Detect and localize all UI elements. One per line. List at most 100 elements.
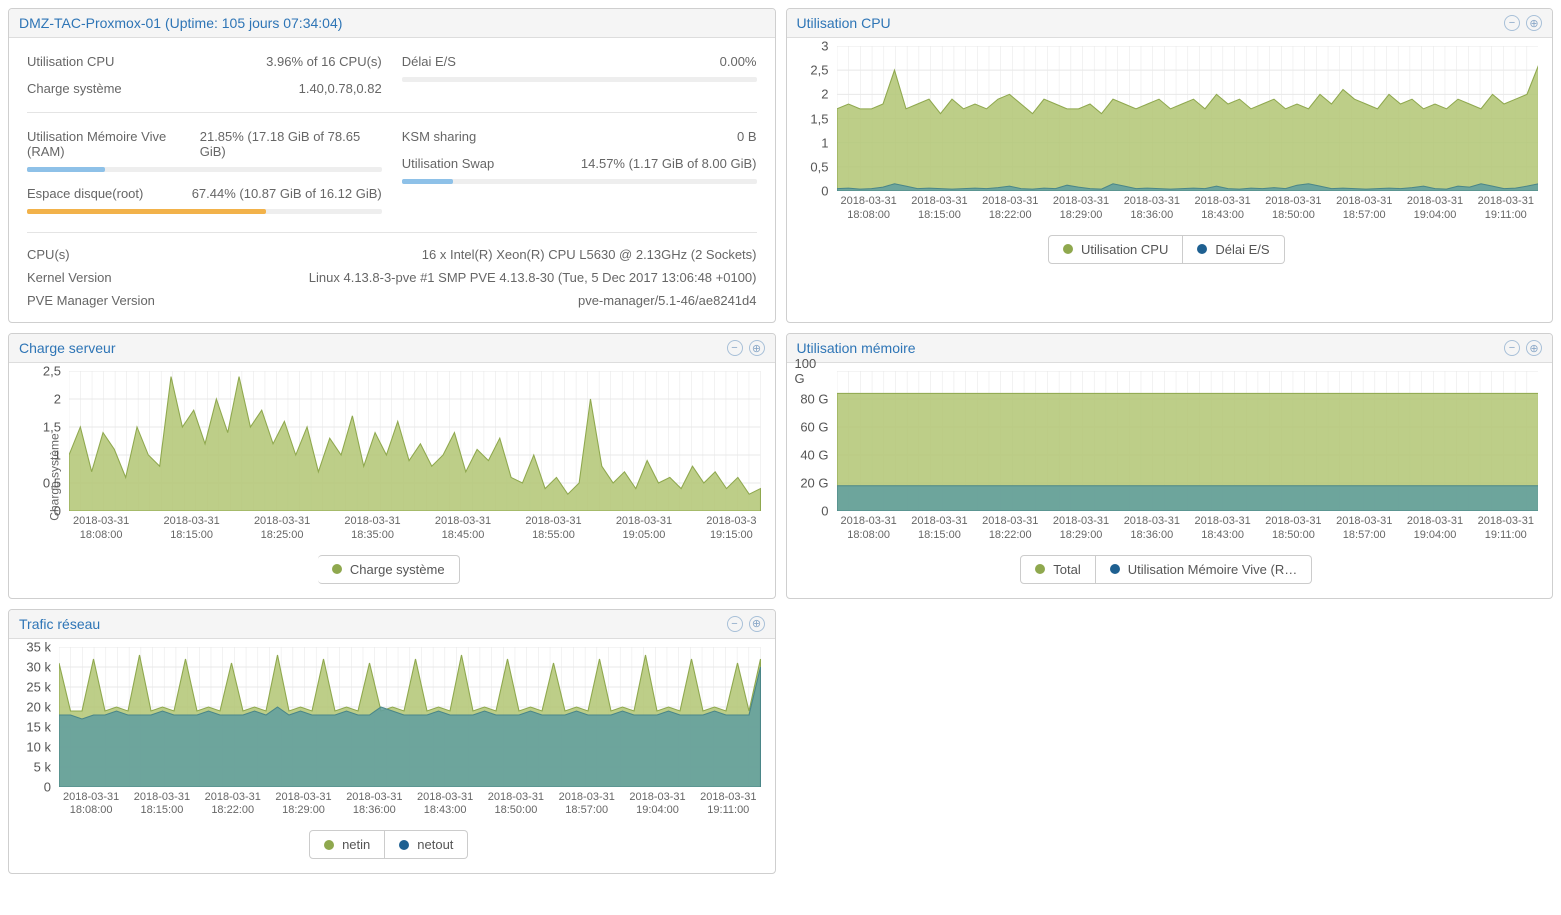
chart-legend: Utilisation CPU Délai E/S (795, 235, 1539, 264)
x-tick: 2018-03-3119:11:00 (1478, 515, 1534, 543)
chart-legend: Total Utilisation Mémoire Vive (R… (795, 555, 1539, 584)
legend-item[interactable]: Délai E/S (1183, 235, 1284, 264)
progress-bar (402, 179, 757, 184)
stat-row: Utilisation CPU 3.96% of 16 CPU(s) (27, 48, 382, 75)
x-tick: 2018-03-3118:57:00 (1336, 195, 1392, 223)
x-tick: 2018-03-3119:04:00 (1407, 195, 1463, 223)
progress-bar (402, 77, 757, 82)
x-tick: 2018-03-3118:15:00 (911, 195, 967, 223)
x-tick: 2018-03-3118:15:00 (163, 515, 219, 543)
x-tick: 2018-03-3118:43:00 (1194, 195, 1250, 223)
x-tick: 2018-03-3118:08:00 (841, 195, 897, 223)
x-ticks: 2018-03-3118:08:00 2018-03-3118:15:00 2018… (69, 515, 761, 543)
info-row: CPU(s)16 x Intel(R) Xeon(R) CPU L5630 @ … (27, 243, 757, 266)
legend-label: Charge système (350, 562, 445, 577)
x-tick: 2018-03-3118:22:00 (205, 791, 261, 819)
progress-bar (27, 209, 382, 214)
expand-icon[interactable]: ⊕ (1526, 15, 1542, 31)
net-chart-panel: Trafic réseau − ⊕ 35 k30 k25 k20 k15 k10… (8, 609, 776, 875)
chart-svg (59, 647, 761, 787)
chart-legend: Charge système (17, 555, 761, 584)
stat-value: 14.57% (1.17 GiB of 8.00 GiB) (581, 156, 757, 171)
stat-label: KSM sharing (402, 129, 476, 144)
collapse-icon[interactable]: − (727, 616, 743, 632)
x-tick: 2018-03-3119:04:00 (629, 791, 685, 819)
panel-title: Trafic réseau (19, 616, 100, 632)
stat-label: Utilisation Mémoire Vive (RAM) (27, 129, 200, 159)
expand-icon[interactable]: ⊕ (749, 616, 765, 632)
legend-item[interactable]: Utilisation Mémoire Vive (R… (1096, 555, 1313, 584)
x-tick: 2018-03-3118:15:00 (911, 515, 967, 543)
stat-label: Charge système (27, 81, 122, 96)
x-tick: 2018-03-3118:22:00 (982, 195, 1038, 223)
x-tick: 2018-03-3118:43:00 (417, 791, 473, 819)
stat-value: 0.00% (720, 54, 757, 69)
panel-title: Charge serveur (19, 340, 116, 356)
x-tick: 2018-03-319:15:00 (706, 515, 756, 543)
x-tick: 2018-03-3118:08:00 (63, 791, 119, 819)
progress-bar (27, 167, 382, 172)
info-value: Linux 4.13.8-3-pve #1 SMP PVE 4.13.8-30 … (309, 270, 757, 285)
legend-item[interactable]: netin (309, 830, 385, 859)
x-tick: 2018-03-3119:11:00 (700, 791, 756, 819)
cpu-chart-panel: Utilisation CPU − ⊕ 32,521,510,50 2018-0… (786, 8, 1554, 323)
stat-label: Délai E/S (402, 54, 456, 69)
x-tick: 2018-03-3118:08:00 (841, 515, 897, 543)
x-tick: 2018-03-3118:50:00 (488, 791, 544, 819)
chart-legend: netin netout (17, 830, 761, 859)
stat-row: Délai E/S 0.00% (402, 48, 757, 75)
legend-item[interactable]: Total (1020, 555, 1095, 584)
load-chart-panel: Charge serveur − ⊕ Charge système 2,521,… (8, 333, 776, 599)
collapse-icon[interactable]: − (1504, 15, 1520, 31)
legend-label: Utilisation Mémoire Vive (R… (1128, 562, 1298, 577)
collapse-icon[interactable]: − (1504, 340, 1520, 356)
expand-icon[interactable]: ⊕ (749, 340, 765, 356)
info-row: Kernel Version Linux 4.13.8-3-pve #1 SMP … (27, 266, 757, 289)
x-ticks: 2018-03-3118:08:002018-03-3118:15:002018… (59, 791, 761, 819)
x-tick: 2018-03-3118:45:00 (435, 515, 491, 543)
x-tick: 2018-03-3118:55:00 (525, 515, 581, 543)
stat-value: 67.44% (10.87 GiB of 16.12 GiB) (192, 186, 382, 201)
x-tick: 2018-03-3118:22:00 (982, 515, 1038, 543)
x-tick: 2018-03-3118:08:00 (73, 515, 129, 543)
info-label: PVE Manager Version (27, 293, 155, 308)
panel-title: DMZ-TAC-Proxmox-01 (Uptime: 105 jours 07… (19, 15, 342, 31)
legend-label: netin (342, 837, 370, 852)
panel-header: DMZ-TAC-Proxmox-01 (Uptime: 105 jours 07… (9, 9, 775, 38)
stat-row: Charge système 1.40,0.78,0.82 (27, 75, 382, 102)
legend-item[interactable]: netout (385, 830, 468, 859)
info-label: Kernel Version (27, 270, 112, 285)
x-tick: 2018-03-3118:29:00 (275, 791, 331, 819)
x-tick: 2018-03-3118:35:00 (344, 515, 400, 543)
stat-row: KSM sharing 0 B (402, 123, 757, 150)
x-tick: 2018-03-3118:25:00 (254, 515, 310, 543)
stat-value: 1.40,0.78,0.82 (299, 81, 382, 96)
x-tick: 2018-03-3118:50:00 (1265, 515, 1321, 543)
stat-row: Espace disque(root) 67.44% (10.87 GiB of… (27, 180, 382, 207)
expand-icon[interactable]: ⊕ (1526, 340, 1542, 356)
collapse-icon[interactable]: − (727, 340, 743, 356)
legend-label: netout (417, 837, 453, 852)
x-tick: 2018-03-3118:36:00 (1124, 195, 1180, 223)
legend-item[interactable]: Charge système (318, 555, 460, 584)
panel-title: Utilisation CPU (797, 15, 891, 31)
x-tick: 2018-03-3118:29:00 (1053, 515, 1109, 543)
chart-svg (837, 46, 1539, 191)
stat-row: Utilisation Swap 14.57% (1.17 GiB of 8.0… (402, 150, 757, 177)
y-ticks: 32,521,510,50 (795, 46, 835, 191)
legend-label: Utilisation CPU (1081, 242, 1168, 257)
x-tick: 2018-03-3118:36:00 (1124, 515, 1180, 543)
stat-label: Utilisation Swap (402, 156, 495, 171)
legend-item[interactable]: Utilisation CPU (1048, 235, 1183, 264)
stat-value: 3.96% of 16 CPU(s) (266, 54, 382, 69)
y-ticks: 35 k30 k25 k20 k15 k10 k5 k0 (17, 647, 57, 787)
info-label: CPU(s) (27, 247, 70, 262)
x-tick: 2018-03-3119:05:00 (616, 515, 672, 543)
x-ticks: 2018-03-3118:08:00 2018-03-3118:15:00 2018… (837, 515, 1539, 543)
legend-label: Total (1053, 562, 1080, 577)
chart-svg (837, 371, 1539, 511)
x-tick: 2018-03-3118:57:00 (559, 791, 615, 819)
x-tick: 2018-03-3118:29:00 (1053, 195, 1109, 223)
stat-row: Utilisation Mémoire Vive (RAM) 21.85% (1… (27, 123, 382, 165)
x-tick: 2018-03-3118:36:00 (346, 791, 402, 819)
